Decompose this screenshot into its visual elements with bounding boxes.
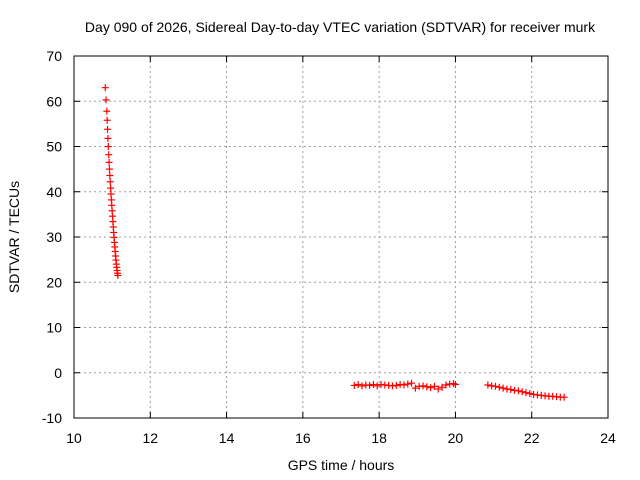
- data-point: [103, 107, 111, 115]
- data-point: [369, 381, 377, 389]
- data-point: [358, 382, 366, 390]
- y-tick-label: 70: [46, 48, 62, 64]
- data-point: [442, 381, 450, 389]
- data-point: [507, 385, 515, 393]
- data-point: [495, 383, 503, 391]
- data-point: [354, 381, 362, 389]
- data-point: [411, 384, 419, 392]
- x-tick-label: 10: [66, 430, 82, 446]
- data-point: [106, 178, 114, 186]
- data-point: [104, 125, 112, 133]
- y-tick-label: -10: [42, 410, 62, 426]
- data-point: [518, 388, 526, 396]
- data-point: [419, 382, 427, 390]
- data-point: [105, 151, 113, 159]
- y-tick-label: 20: [46, 274, 62, 290]
- data-point: [514, 387, 522, 395]
- data-point: [107, 190, 115, 198]
- y-axis-label: SDTVAR / TECUs: [6, 181, 22, 293]
- data-point: [423, 383, 431, 391]
- data-point: [104, 143, 112, 150]
- data-point: [499, 384, 507, 392]
- data-point: [106, 171, 114, 179]
- y-tick-label: 60: [46, 93, 62, 109]
- data-point: [101, 84, 109, 92]
- y-tick-labels: -10 0 10 20 30 40 50 60 70: [42, 48, 62, 426]
- data-point: [451, 381, 459, 389]
- chart-title: Day 090 of 2026, Sidereal Day-to-day VTE…: [85, 19, 596, 35]
- data-point: [427, 384, 435, 392]
- data-point: [107, 184, 115, 192]
- x-tick-label: 16: [295, 430, 311, 446]
- data-point: [438, 383, 446, 391]
- data-point: [105, 158, 113, 166]
- y-tick-label: 10: [46, 320, 62, 336]
- grid-lines: [74, 56, 608, 418]
- data-point: [408, 379, 416, 387]
- data-point: [114, 271, 122, 279]
- x-tick-label: 20: [448, 430, 464, 446]
- data-point: [366, 381, 374, 389]
- data-point: [104, 134, 112, 142]
- x-tick-label: 12: [142, 430, 158, 446]
- x-tick-label: 24: [600, 430, 616, 446]
- data-point: [484, 381, 492, 389]
- data-point: [522, 389, 530, 397]
- data-point: [350, 381, 358, 389]
- x-tick-labels: 10 12 14 16 18 20 22 24: [66, 430, 616, 446]
- axis-ticks: [73, 55, 609, 419]
- y-tick-label: 40: [46, 184, 62, 200]
- x-axis-label: GPS time / hours: [288, 457, 395, 473]
- data-point: [102, 96, 110, 104]
- data-points: [101, 84, 568, 401]
- data-point: [491, 382, 499, 390]
- data-point: [103, 116, 111, 124]
- data-point: [392, 381, 400, 389]
- data-point: [560, 393, 568, 401]
- y-tick-label: 30: [46, 229, 62, 245]
- y-tick-label: 0: [54, 365, 62, 381]
- data-point: [105, 165, 113, 173]
- data-point: [404, 380, 412, 388]
- x-tick-label: 22: [524, 430, 540, 446]
- data-point: [400, 381, 408, 389]
- x-tick-label: 18: [371, 430, 387, 446]
- x-tick-label: 14: [219, 430, 235, 446]
- y-tick-label: 50: [46, 139, 62, 155]
- data-point: [373, 382, 381, 390]
- data-point: [430, 382, 438, 390]
- data-point: [526, 390, 534, 398]
- data-point: [434, 385, 442, 393]
